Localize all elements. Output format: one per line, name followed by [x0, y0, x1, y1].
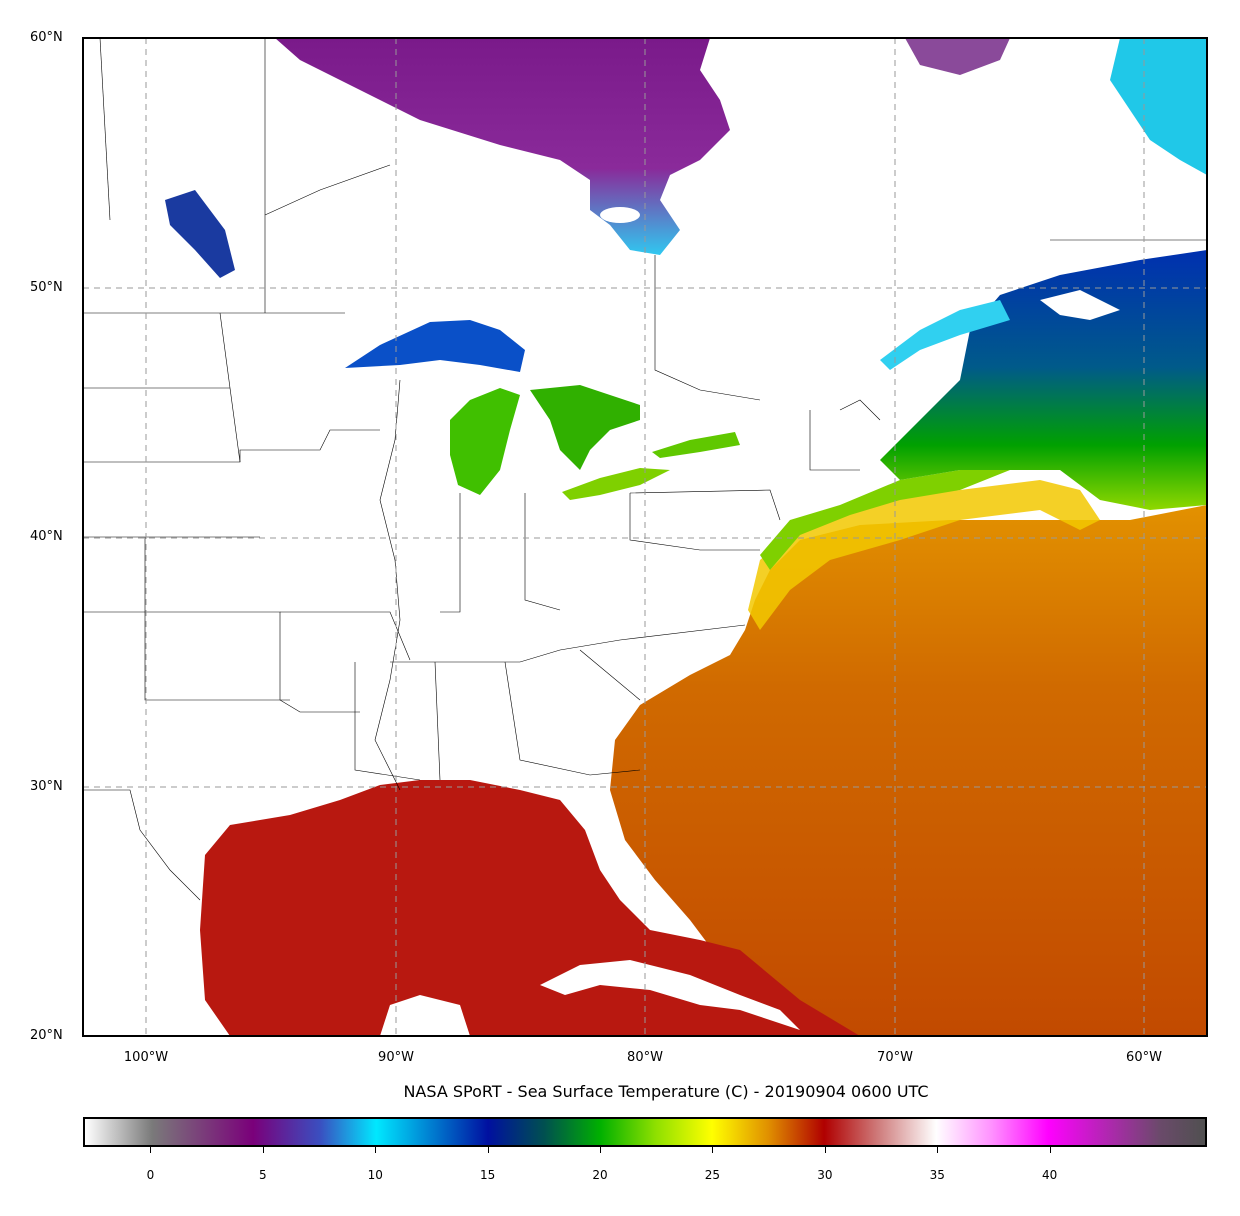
colorbar-tick-mark [600, 1147, 602, 1153]
graticule [83, 38, 1207, 1036]
lake-michigan [450, 388, 520, 495]
map-frame [82, 37, 1208, 1037]
colorbar-tick-mark [937, 1147, 939, 1153]
colorbar-tick-label: 35 [929, 1168, 945, 1182]
lat-label-30n: 30°N [30, 779, 63, 794]
coastal-green-water [760, 470, 1010, 570]
st-lawrence [880, 300, 1010, 370]
lon-label-80w: 80°W [627, 1050, 663, 1065]
colorbar-tick-label: 30 [817, 1168, 833, 1182]
lon-label-60w: 60°W [1126, 1050, 1162, 1065]
lat-label-40n: 40°N [30, 529, 63, 544]
colorbar-tick-label: 25 [704, 1168, 721, 1182]
colorbar-tick-mark [487, 1147, 489, 1153]
yucatan [380, 995, 470, 1036]
colorbar-tick-mark [375, 1147, 377, 1153]
north-atlantic-cold-water [880, 250, 1207, 510]
colorbar-tick-mark [262, 1147, 264, 1153]
map-title: NASA SPoRT - Sea Surface Temperature (C)… [403, 1082, 929, 1101]
ungava-bay [905, 38, 1010, 75]
atlantic-ocean [610, 500, 1207, 1036]
lon-label-70w: 70°W [877, 1050, 913, 1065]
colorbar-tick-mark [1049, 1147, 1051, 1153]
colorbar-tick-label: 20 [592, 1168, 608, 1182]
colorbar-tick-mark [712, 1147, 714, 1153]
colorbar-tick-label: 10 [367, 1168, 383, 1182]
lat-label-20n: 20°N [30, 1028, 63, 1043]
lake-ontario [652, 432, 740, 458]
lake-erie [562, 468, 670, 500]
hudson-bay [275, 38, 730, 255]
lake-winnipeg [165, 190, 235, 278]
colorbar-tick-label: 5 [259, 1168, 267, 1182]
lake-huron [530, 385, 640, 470]
colorbar-tick-label: 40 [1041, 1168, 1058, 1182]
cuba [540, 960, 800, 1030]
colorbar-tick-mark [824, 1147, 826, 1153]
lon-label-90w: 90°W [378, 1050, 414, 1065]
colorbar-tick-label: 0 [146, 1168, 155, 1182]
lat-label-60n: 60°N [30, 30, 63, 45]
lat-label-50n: 50°N [30, 280, 63, 295]
lake-superior [345, 320, 525, 372]
colorbar-tick-label: 15 [479, 1168, 496, 1182]
colorbar-tick-mark [150, 1147, 152, 1153]
colorbar [83, 1117, 1207, 1147]
political-boundaries [83, 38, 1207, 901]
gulf-of-mexico [200, 780, 860, 1036]
labrador-sea [1110, 38, 1207, 175]
lon-label-100w: 100°W [123, 1050, 169, 1065]
